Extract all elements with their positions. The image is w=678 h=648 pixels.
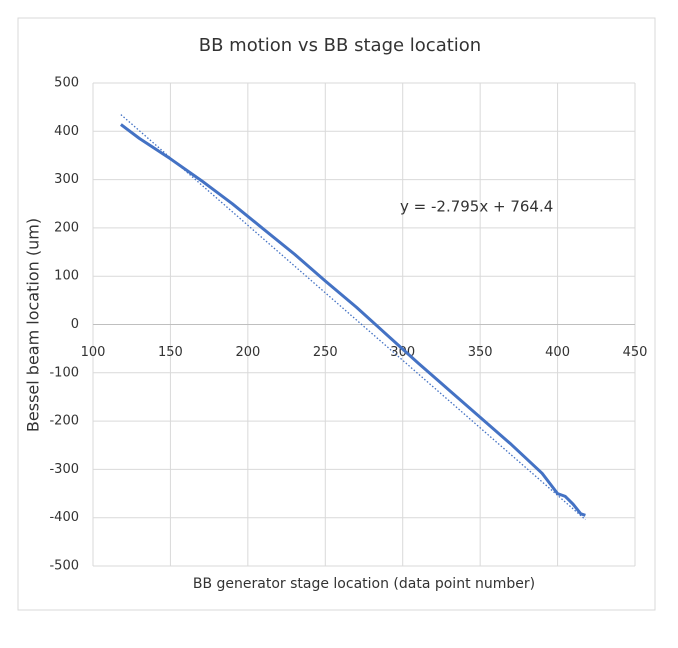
y-tick-label: 200 bbox=[54, 220, 79, 235]
x-tick-label: 450 bbox=[623, 345, 648, 360]
y-tick-label: -500 bbox=[49, 559, 79, 574]
trendline-equation: y = -2.795x + 764.4 bbox=[400, 198, 553, 216]
trendline bbox=[120, 114, 586, 521]
x-tick-label: 350 bbox=[468, 345, 493, 360]
y-axis-title: Bessel beam location (um) bbox=[24, 218, 43, 432]
x-tick-label: 150 bbox=[158, 345, 183, 360]
y-tick-label: 400 bbox=[54, 124, 79, 139]
data-line bbox=[119, 123, 586, 517]
y-tick-label: 300 bbox=[54, 172, 79, 187]
x-axis-title: BB generator stage location (data point … bbox=[193, 576, 535, 592]
y-tick-label: -100 bbox=[49, 365, 79, 380]
y-tick-label: -400 bbox=[49, 510, 79, 525]
y-tick-label: 0 bbox=[71, 317, 79, 332]
y-tick-label: -200 bbox=[49, 414, 79, 429]
chart-title: BB motion vs BB stage location bbox=[199, 35, 481, 56]
x-tick-label: 200 bbox=[235, 345, 260, 360]
chart-frame bbox=[17, 17, 656, 611]
x-tick-label: 400 bbox=[545, 345, 570, 360]
y-tick-label: -300 bbox=[49, 462, 79, 477]
x-tick-label: 250 bbox=[313, 345, 338, 360]
y-tick-label: 500 bbox=[54, 76, 79, 91]
x-tick-label: 100 bbox=[81, 345, 106, 360]
y-tick-label: 100 bbox=[54, 269, 79, 284]
